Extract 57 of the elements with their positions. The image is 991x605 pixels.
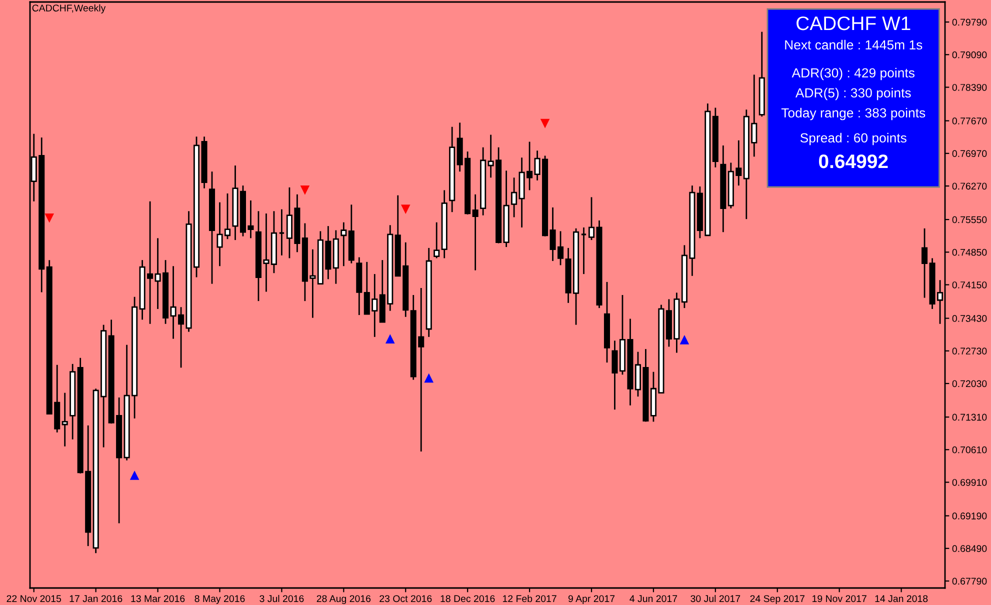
x-tick-label: 30 Jul 2017 [690,594,740,602]
y-tick-label: 0.75550 [952,216,987,224]
candlestick [472,194,478,272]
annotation: Today range : 383 points [781,108,926,120]
x-tick-label: 24 Sep 2017 [750,595,804,604]
candlestick [62,392,68,448]
y-tick-label: 0.72730 [952,348,987,355]
point [540,118,550,128]
annotation: Spread : 60 points [800,132,906,146]
candlestick [580,226,587,275]
point [300,186,310,195]
annotation: Next candle : 1445m 1s [785,40,922,50]
y-tick-label: 0.74150 [952,281,987,288]
y-tick-label: 0.78390 [952,84,987,91]
x-tick-label: 18 Dec 2016 [440,595,495,602]
candlestick [340,222,347,267]
y-tick-label: 0.71310 [952,414,987,421]
annotation: 0.64992 [818,154,888,168]
x-tick-label: 22 Nov 2015 [6,595,62,602]
y-tick-label: 0.79790 [952,18,987,26]
y-tick-label: 0.74850 [952,248,987,256]
x-tick-label: 28 Aug 2016 [316,595,371,604]
y-tick-label: 0.69190 [952,512,987,520]
y-tick-label: 0.68490 [952,545,987,552]
y-tick-label: 0.72030 [952,380,987,388]
y-tick-label: 0.70610 [952,446,987,454]
point [424,373,434,383]
x-tick-label: 23 Oct 2016 [380,595,432,602]
x-tick-label: 13 Mar 2016 [131,595,185,602]
x-tick-label: 17 Jan 2016 [70,595,122,602]
x-tick-label: 4 Jun 2017 [630,595,678,602]
y-tick-label: 0.76270 [952,182,987,190]
point [680,335,690,344]
x-tick-label: 9 Apr 2017 [568,595,615,604]
y-tick-label: 0.77670 [952,118,987,124]
candlestick [278,208,285,256]
candlestick [434,222,440,259]
point [44,213,54,223]
annotation: CADCHF W1 [796,16,910,30]
x-tick-label: 14 Jan 2018 [875,595,928,602]
x-tick-label: 3 Jul 2016 [260,594,304,602]
chart-title: CADCHF,Weekly [32,4,106,14]
y-tick-label: 0.76970 [952,150,987,158]
point [130,470,140,480]
annotation: ADR(30) : 429 points [792,68,914,80]
x-tick-label: 12 Feb 2017 [502,594,556,602]
candlestick [922,228,928,298]
x-tick-label: 8 May 2016 [194,595,245,604]
y-tick-label: 0.73430 [952,315,987,322]
y-tick-label: 0.67790 [952,578,987,585]
point [385,334,395,344]
x-tick-label: 19 Nov 2017 [812,595,866,602]
candlestick [511,176,518,218]
point [400,204,410,214]
y-tick-label: 0.79090 [952,51,987,58]
y-tick-label: 0.69910 [952,478,987,486]
annotation: ADR(5) : 330 points [795,88,911,100]
